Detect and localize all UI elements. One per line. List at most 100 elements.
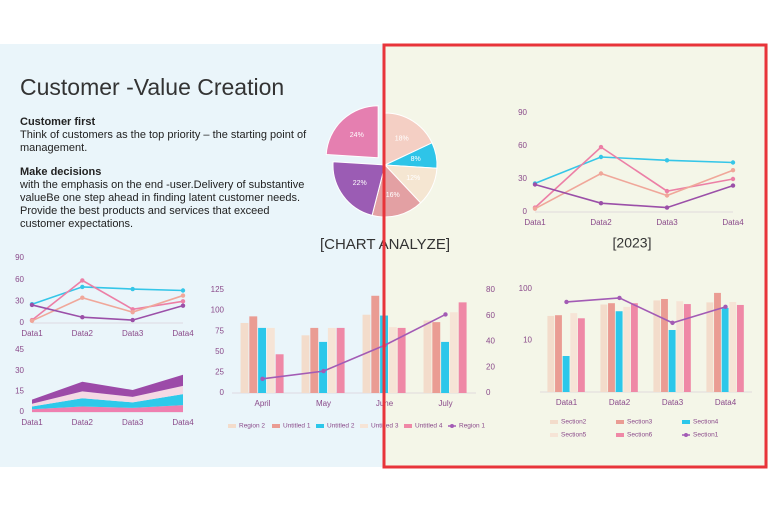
slice-label: 24%	[350, 132, 364, 139]
bar	[721, 307, 729, 392]
y-tick-label: 30	[518, 174, 527, 183]
y-tick-label: 0	[20, 318, 25, 327]
series-line	[262, 313, 446, 380]
slice-label: 12%	[406, 175, 420, 182]
series-line	[31, 304, 184, 321]
point	[730, 183, 736, 188]
bar	[458, 302, 467, 393]
bar	[615, 311, 623, 392]
point	[80, 284, 85, 290]
section-heading: Make decisions	[20, 166, 102, 178]
legend-label: Section5	[561, 432, 587, 439]
y-tick-label: 50	[215, 347, 224, 356]
chart-title: [2023]	[613, 235, 652, 251]
y-tick-label: 45	[15, 345, 24, 354]
point	[180, 293, 186, 298]
point	[598, 154, 604, 160]
x-tick-label: April	[254, 399, 270, 408]
series-line	[31, 286, 184, 305]
y-tick-label: 100	[519, 284, 533, 293]
point	[180, 303, 186, 308]
y-tick-label: 75	[215, 326, 224, 335]
bar	[388, 327, 397, 393]
y2-tick-label: 80	[486, 285, 495, 294]
point	[564, 299, 569, 305]
point	[723, 304, 728, 310]
point	[80, 278, 85, 283]
bar	[555, 315, 562, 392]
slice-label: 8%	[411, 156, 421, 163]
series-line	[31, 294, 184, 322]
x-tick-label: Data3	[656, 218, 678, 227]
legend-swatch	[616, 433, 624, 437]
point	[130, 286, 135, 292]
y-tick-label: 25	[215, 368, 224, 377]
y-tick-label: 15	[15, 386, 24, 395]
highlight-box	[382, 43, 768, 469]
y-tick-label: 30	[15, 296, 24, 305]
point	[617, 295, 622, 301]
y2-tick-label: 40	[486, 337, 495, 346]
series-line	[31, 279, 184, 321]
legend-swatch	[360, 424, 368, 428]
point	[130, 309, 135, 315]
point	[598, 144, 604, 150]
y-tick-label: 0	[220, 388, 225, 397]
right-panel	[383, 44, 768, 467]
legend-swatch	[450, 424, 454, 428]
x-tick-label: July	[438, 399, 452, 408]
series-line	[534, 183, 734, 209]
point	[80, 315, 85, 320]
bar	[714, 292, 721, 392]
point	[664, 205, 670, 210]
point	[664, 193, 670, 198]
point	[532, 206, 538, 211]
bar	[706, 302, 714, 392]
point	[664, 188, 670, 194]
bar	[736, 304, 744, 392]
y-tick-label: 60	[518, 141, 527, 150]
bar	[240, 322, 249, 393]
x-tick-label: Data4	[172, 418, 194, 427]
legend-swatch	[316, 424, 324, 428]
pie-slice	[384, 112, 433, 166]
x-tick-label: Data2	[590, 218, 612, 227]
bar	[570, 313, 578, 392]
point	[260, 376, 265, 382]
y-tick-label: 0	[523, 207, 528, 216]
series-line	[566, 297, 726, 324]
legend-swatch	[684, 433, 688, 437]
bar	[301, 335, 310, 393]
bar	[327, 327, 336, 393]
y-tick-label: 60	[15, 275, 24, 284]
bar	[441, 341, 450, 393]
bar	[397, 327, 406, 393]
x-tick-label: Data2	[72, 418, 94, 427]
bar	[661, 298, 668, 392]
series-line	[534, 146, 734, 209]
bar	[577, 318, 585, 392]
bar	[623, 306, 631, 392]
bar	[362, 314, 371, 393]
bar	[266, 327, 275, 393]
x-tick-label: Data2	[72, 329, 94, 338]
x-tick-label: Data3	[662, 398, 684, 407]
bar	[729, 301, 737, 392]
legend-label: Untitled 1	[283, 423, 311, 430]
legend-swatch	[228, 424, 236, 428]
bar	[319, 341, 328, 393]
point	[730, 168, 736, 173]
point	[730, 176, 736, 182]
bar	[310, 327, 319, 393]
bar	[258, 327, 267, 393]
legend-swatch	[404, 424, 412, 428]
section-text: Think of customers as the top priority –…	[20, 129, 307, 154]
bar	[449, 312, 458, 393]
legend-swatch	[272, 424, 280, 428]
x-tick-label: Data4	[172, 329, 194, 338]
x-tick-label: Data3	[122, 418, 144, 427]
y2-tick-label: 60	[486, 311, 495, 320]
x-tick-label: Data2	[609, 398, 631, 407]
